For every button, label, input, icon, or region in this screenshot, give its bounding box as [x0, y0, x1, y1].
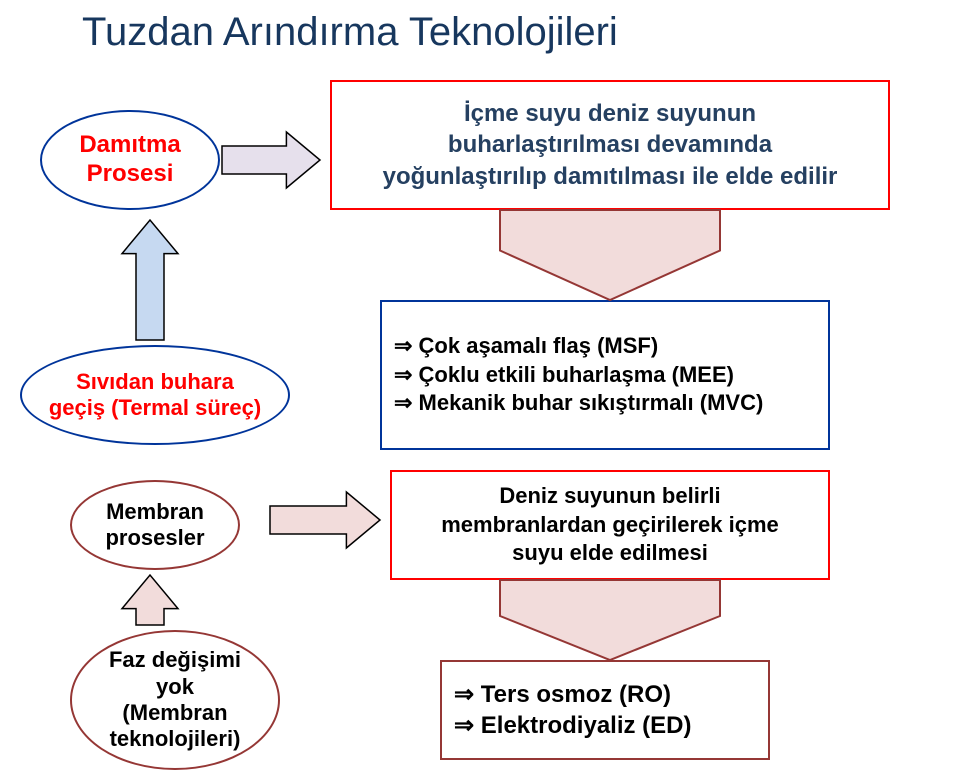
oval-damitma-prosesi: DamıtmaProsesi: [40, 110, 220, 210]
rect-deniz-suyunun: Deniz suyunun belirlimembranlardan geçir…: [390, 470, 830, 580]
oval-label: Sıvıdan buharageçiş (Termal süreç): [49, 369, 261, 422]
oval-membran-prosesler: Membranprosesler: [70, 480, 240, 570]
list-item: ⇒ Elektrodiyaliz (ED): [454, 710, 756, 741]
rect-icme-suyu: İçme suyu deniz suyununbuharlaştırılması…: [330, 80, 890, 210]
list-item: ⇒ Mekanik buhar sıkıştırmalı (MVC): [394, 389, 816, 418]
list-item: ⇒ Çoklu etkili buharlaşma (MEE): [394, 361, 816, 390]
double-arrow-icon: ⇒: [394, 333, 419, 358]
double-arrow-icon: ⇒: [394, 390, 419, 415]
list-item: ⇒ Çok aşamalı flaş (MSF): [394, 332, 816, 361]
oval-label: Membranprosesler: [105, 499, 204, 552]
double-arrow-icon: ⇒: [394, 362, 419, 387]
oval-label: DamıtmaProsesi: [79, 131, 180, 189]
rect-cok-asamali: ⇒ Çok aşamalı flaş (MSF) ⇒ Çoklu etkili …: [380, 300, 830, 450]
double-arrow-icon: ⇒: [454, 712, 481, 739]
rect-label: Deniz suyunun belirlimembranlardan geçir…: [441, 482, 779, 568]
page-title: Tuzdan Arındırma Teknolojileri: [82, 10, 618, 55]
oval-sividan-buhara: Sıvıdan buharageçiş (Termal süreç): [20, 345, 290, 445]
rect-label: İçme suyu deniz suyununbuharlaştırılması…: [383, 98, 838, 192]
double-arrow-icon: ⇒: [454, 681, 481, 708]
rect-ters-osmoz: ⇒ Ters osmoz (RO) ⇒ Elektrodiyaliz (ED): [440, 660, 770, 760]
oval-faz-degisimi: Faz değişimiyok(Membranteknolojileri): [70, 630, 280, 770]
list-item: ⇒ Ters osmoz (RO): [454, 679, 756, 710]
oval-label: Faz değişimiyok(Membranteknolojileri): [109, 647, 241, 753]
